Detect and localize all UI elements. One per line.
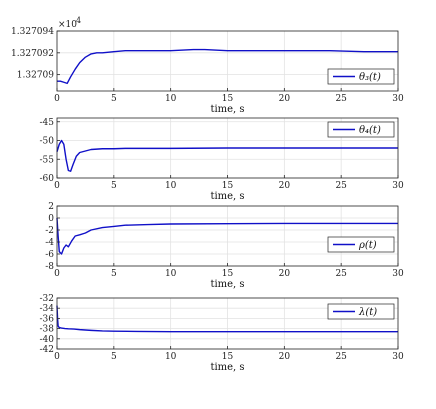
y-tick-label: -45 xyxy=(40,118,55,128)
x-tick-label: 10 xyxy=(165,181,177,191)
legend-label: θ₃(t) xyxy=(359,72,381,83)
legend-label: θ₄(t) xyxy=(359,125,381,136)
y-tick-label: -60 xyxy=(40,174,55,184)
x-tick-label: 30 xyxy=(392,352,404,362)
y-tick-label: -2 xyxy=(45,226,54,236)
x-axis-label: time, s xyxy=(210,104,244,115)
x-axis-label: time, s xyxy=(210,191,244,202)
legend-box xyxy=(327,236,395,253)
y-tick-label: -32 xyxy=(40,294,55,304)
x-tick-label: 15 xyxy=(222,269,234,279)
legend-box xyxy=(327,68,395,85)
x-axis-label: time, s xyxy=(210,362,244,373)
x-tick-label: 10 xyxy=(165,94,177,104)
x-tick-label: 5 xyxy=(111,352,117,362)
x-tick-label: 25 xyxy=(335,181,347,191)
x-tick-label: 25 xyxy=(335,94,347,104)
x-tick-label: 0 xyxy=(54,94,60,104)
x-tick-label: 5 xyxy=(111,181,117,191)
y-tick-label: -6 xyxy=(45,250,54,260)
x-tick-label: 30 xyxy=(392,181,404,191)
y-tick-label: -42 xyxy=(40,345,55,355)
x-tick-label: 30 xyxy=(392,94,404,104)
legend-label: ρ(t) xyxy=(358,240,377,251)
y-tick-label: -8 xyxy=(45,262,54,272)
y-tick-label: 0 xyxy=(48,214,54,224)
chart-panel-4: 0 5 10 15 20 25 30 -32-34-36-38-40-42 time, s λ(t… xyxy=(40,294,404,373)
chart-panel-2: 0 5 10 15 20 25 30 -45 -50 -55 -60 time, s θ₄(t) xyxy=(40,117,404,202)
x-tick-label: 15 xyxy=(222,181,234,191)
x-axis-label: time, s xyxy=(210,279,244,290)
x-tick-label: 25 xyxy=(335,352,347,362)
legend: ρ(t) xyxy=(327,236,395,253)
series-line xyxy=(57,48,398,85)
legend-label: λ(t) xyxy=(358,307,377,318)
y-tick-label: -4 xyxy=(45,238,54,248)
y-tick-label: 2 xyxy=(48,202,54,212)
y-tick-label: -36 xyxy=(40,314,55,324)
legend: θ₃(t) xyxy=(327,68,395,85)
legend: λ(t) xyxy=(327,303,395,320)
x-tick-label: 10 xyxy=(165,269,177,279)
y-tick-label: 1.32709 xyxy=(17,71,54,81)
x-tick-label: 30 xyxy=(392,269,404,279)
y-tick-label: 1.327092 xyxy=(11,49,54,59)
legend: θ₄(t) xyxy=(327,121,395,138)
y-tick-label: -40 xyxy=(40,335,55,345)
y-tick-label: -38 xyxy=(40,325,55,335)
y-tick-label: -55 xyxy=(40,155,55,165)
chart-panel-1: 0 5 10 15 20 25 30 1.327094 1.327092 1.32709 ×10 4 t… xyxy=(11,16,404,115)
x-tick-label: 25 xyxy=(335,269,347,279)
x-tick-label: 20 xyxy=(279,181,291,191)
x-tick-label: 20 xyxy=(279,352,291,362)
series-line xyxy=(56,217,398,255)
x-tick-label: 20 xyxy=(279,94,291,104)
y-multiplier: ×10 xyxy=(58,20,77,30)
x-tick-label: 20 xyxy=(279,269,291,279)
series-line xyxy=(56,305,398,333)
legend-box xyxy=(327,121,395,138)
x-tick-label: 15 xyxy=(222,94,234,104)
y-multiplier-exponent: 4 xyxy=(76,16,81,25)
y-tick-label: -50 xyxy=(40,137,55,147)
x-tick-label: 0 xyxy=(54,352,60,362)
x-tick-label: 0 xyxy=(54,181,60,191)
y-tick-label: -34 xyxy=(40,304,55,314)
y-tick-label: 1.327094 xyxy=(11,27,54,37)
x-tick-label: 5 xyxy=(111,94,117,104)
x-tick-label: 15 xyxy=(222,352,234,362)
x-tick-label: 5 xyxy=(111,269,117,279)
x-tick-label: 10 xyxy=(165,352,177,362)
legend-box xyxy=(327,303,395,320)
x-tick-label: 0 xyxy=(54,269,60,279)
series-line xyxy=(56,139,398,172)
